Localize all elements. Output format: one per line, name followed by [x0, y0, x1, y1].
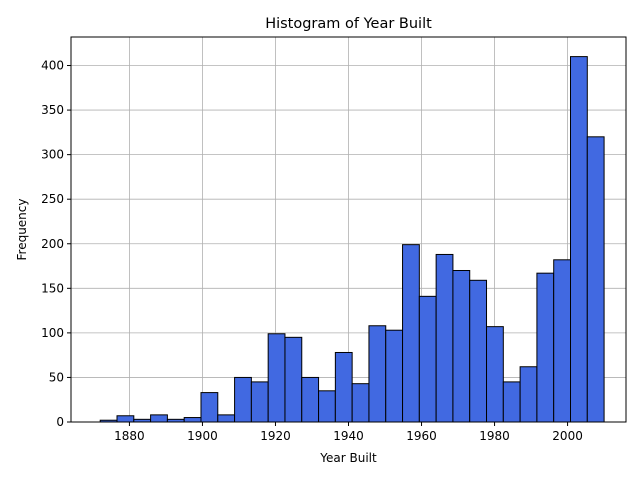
histogram-bar [502, 381, 521, 423]
histogram-bar [486, 326, 504, 423]
histogram-bar [318, 390, 336, 423]
y-tick-label: 50 [49, 370, 64, 384]
y-tick-label: 150 [41, 281, 64, 295]
x-tick-label: 1960 [406, 429, 437, 443]
x-tick-label: 1920 [260, 429, 291, 443]
histogram-bar [116, 415, 135, 423]
y-tick-label: 300 [41, 148, 64, 162]
histogram-bar [250, 381, 269, 423]
histogram-bar [402, 244, 420, 423]
histogram-bar [183, 417, 202, 423]
y-axis-title: Frequency [15, 199, 29, 261]
x-tick-label: 1900 [187, 429, 218, 443]
x-tick-label: 1880 [114, 429, 145, 443]
histogram-bar [234, 376, 252, 423]
histogram-bar [284, 336, 303, 423]
y-tick-label: 0 [56, 415, 64, 429]
histogram-bar [368, 325, 387, 423]
histogram-bar [469, 279, 488, 423]
histogram-bar [334, 351, 353, 423]
y-tick-label: 250 [41, 192, 64, 206]
y-tick-label: 100 [41, 326, 64, 340]
histogram-bar [351, 383, 370, 423]
histogram-bar [536, 272, 555, 423]
y-axis-ticks: 0 50 100 150 200 250 300 350 400 [41, 59, 71, 429]
histogram-bar [217, 414, 236, 423]
y-tick-label: 200 [41, 237, 64, 251]
histogram-bar [150, 414, 168, 423]
histogram-bar [452, 269, 471, 423]
histogram-bar [553, 259, 571, 423]
histogram-bar [519, 366, 538, 423]
x-axis-ticks: 1880 1900 1920 1940 1960 1980 2000 [114, 422, 583, 443]
x-tick-label: 1980 [479, 429, 510, 443]
histogram-bar [200, 392, 219, 423]
histogram-bars [99, 56, 605, 423]
histogram-bar [586, 136, 605, 423]
x-tick-label: 2000 [552, 429, 583, 443]
chart-title: Histogram of Year Built [265, 16, 432, 32]
grid-lines [71, 37, 626, 423]
y-tick-label: 350 [41, 103, 64, 117]
histogram-bar [385, 329, 404, 423]
histogram-bar [267, 333, 286, 423]
x-axis-title: Year Built [319, 451, 377, 465]
histogram-bar [570, 56, 588, 423]
histogram-bar [418, 295, 437, 423]
histogram-bar [435, 253, 454, 423]
histogram-bar [301, 376, 320, 423]
y-tick-label: 400 [41, 59, 64, 73]
x-tick-label: 1940 [333, 429, 364, 443]
